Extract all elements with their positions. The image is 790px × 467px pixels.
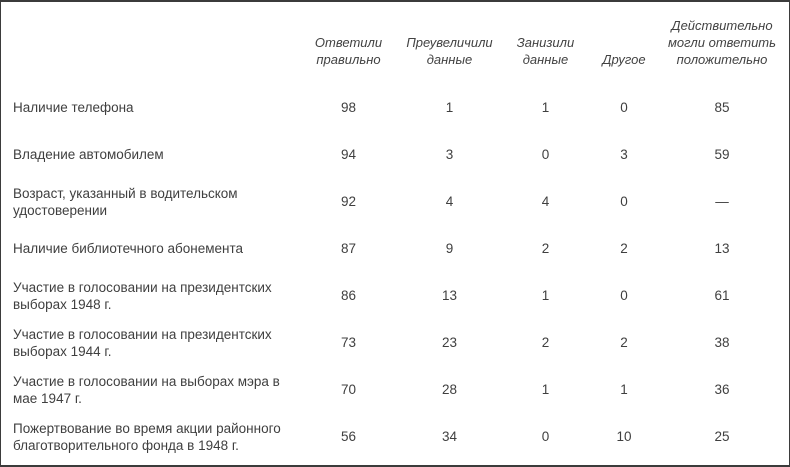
row-label: Возраст, указанный в водительском удосто… [13,185,238,218]
header-row: Ответили правильно Преувеличили данные Зан… [1,2,789,84]
cell-value: 34 [441,429,458,444]
table-row: Участие в голосовании на президентских в… [1,272,789,319]
cell-value: 0 [541,147,550,162]
cell-value: 2 [620,241,628,256]
cell-value: 56 [340,429,357,444]
table-row: Пожертвование во время акции районного б… [1,413,789,460]
cell-value: 10 [616,429,632,444]
table-row: Владение автомобилем 94 3 0 3 59 [1,131,789,178]
cell-value: 70 [340,382,357,397]
cell-value: 4 [541,194,550,209]
cell-value: 86 [340,288,357,303]
column-header: Ответили правильно [314,35,383,67]
table-row: Возраст, указанный в водительском удосто… [1,178,789,225]
column-header: Занизили данные [516,35,575,67]
cell-value: 92 [340,194,357,209]
survey-accuracy-table: Ответили правильно Преувеличили данные Зан… [1,2,789,460]
cell-value: 98 [340,100,357,115]
cell-value: 2 [541,335,550,350]
row-label: Наличие библиотечного абонемента [13,241,244,256]
cell-value: 73 [340,335,357,350]
table-row: Наличие библиотечного абонемента 87 9 2 2 13 [1,225,789,272]
cell-value: 0 [620,288,628,303]
row-label: Участие в голосовании на президентских в… [13,279,272,312]
cell-value: 1 [541,288,550,303]
cell-value: 36 [714,382,730,397]
cell-value: 3 [445,147,454,162]
cell-value: 2 [620,335,628,350]
cell-value: 87 [340,241,357,256]
cell-value: 94 [340,147,357,162]
cell-value: 59 [714,147,730,162]
cell-value: — [715,194,729,209]
row-label: Владение автомобилем [13,147,164,162]
table-body: Наличие телефона 98 1 1 0 85 Владение автомоби… [1,84,789,460]
row-label: Наличие телефона [13,100,134,115]
cell-value: 1 [541,100,550,115]
cell-value: 85 [714,100,730,115]
cell-value: 13 [441,288,458,303]
cell-value: 1 [541,382,550,397]
cell-value: 1 [445,100,454,115]
cell-value: 13 [714,241,730,256]
cell-value: 3 [620,147,628,162]
cell-value: 38 [714,335,730,350]
column-header: Преувеличили данные [406,35,493,67]
cell-value: 1 [620,382,628,397]
column-header: Действительно могли ответить положительн… [668,18,776,67]
cell-value: 0 [620,194,628,209]
row-label: Участие в голосовании на выборах мэра в … [13,373,280,406]
cell-value: 9 [445,241,454,256]
label-column-header [1,2,296,84]
column-header: Другое [602,52,646,67]
cell-value: 4 [445,194,454,209]
cell-value: 25 [714,429,730,444]
table-row: Участие в голосовании на президентских в… [1,319,789,366]
table-row: Наличие телефона 98 1 1 0 85 [1,84,789,131]
cell-value: 28 [441,382,458,397]
table-row: Участие в голосовании на выборах мэра в … [1,366,789,413]
row-label: Пожертвование во время акции районного б… [13,420,281,453]
cell-value: 2 [541,241,550,256]
row-label: Участие в голосовании на президентских в… [13,326,272,359]
cell-value: 0 [541,429,550,444]
cell-value: 23 [441,335,458,350]
cell-value: 0 [620,100,628,115]
cell-value: 61 [714,288,730,303]
